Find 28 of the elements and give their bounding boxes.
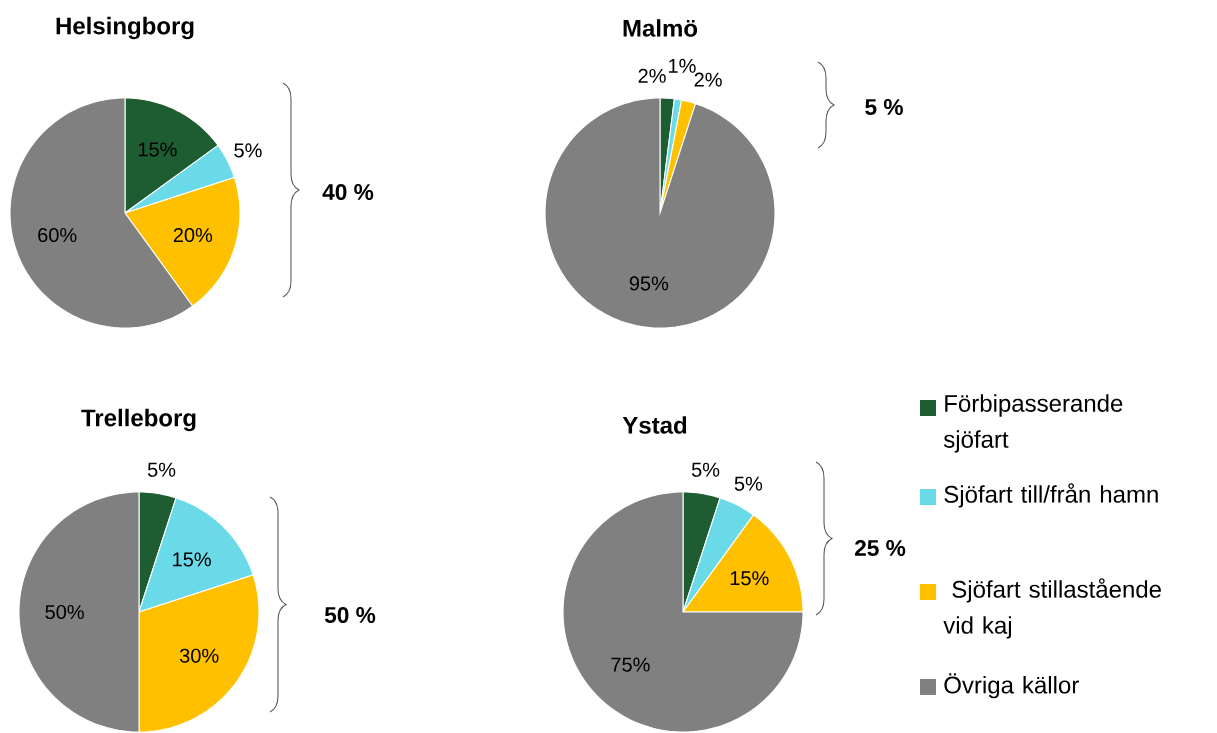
legend-label: Sjöfart till/från hamn — [944, 483, 1158, 508]
data-label: 15% — [730, 571, 769, 586]
legend-label: Förbipasserande sjöfart — [943, 394, 1123, 453]
text: 5 % — [865, 99, 903, 116]
data-label: 2% — [638, 69, 666, 84]
text: Ystad — [622, 416, 687, 435]
data-label: 30% — [179, 648, 219, 664]
text: 40 % — [322, 184, 374, 201]
chart-title: Trelleborg — [81, 408, 196, 432]
data-label: 5% — [734, 476, 763, 491]
chart-title: Helsingborg — [56, 16, 194, 40]
data-label: 75% — [611, 657, 650, 672]
data-label: 20% — [173, 228, 213, 243]
data-label: 50% — [45, 605, 84, 620]
data-label: 15% — [138, 142, 177, 157]
data-label: 5% — [234, 143, 262, 158]
data-label: 15% — [173, 552, 211, 567]
data-label: 60% — [38, 228, 77, 243]
legend-label: Övriga källor — [944, 673, 1079, 699]
data-label: 2% — [694, 72, 722, 87]
data-label: 1% — [669, 59, 696, 74]
data-label: 95% — [629, 276, 669, 291]
legend-label: Sjöfart stillastående vid kaj — [943, 578, 1161, 639]
chart-title: Malmö — [623, 19, 698, 38]
text: 25 % — [854, 540, 906, 557]
data-label: 5% — [147, 462, 176, 478]
text: 50 % — [324, 607, 376, 624]
data-label: 5% — [691, 462, 720, 478]
